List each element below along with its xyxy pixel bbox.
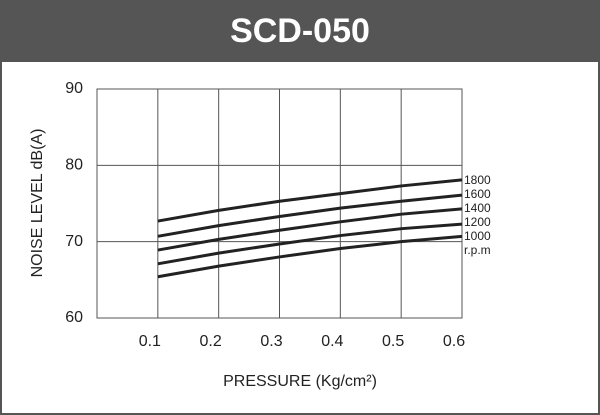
series-line — [157, 222, 463, 266]
y-tick-label: 80 — [65, 157, 83, 174]
header — [0, 0, 600, 62]
y-axis-label: NOISE LEVEL dB(A) — [29, 129, 46, 278]
legend-unit: r.p.m — [464, 243, 491, 257]
series-line — [157, 207, 463, 252]
x-tick-label: 0.2 — [200, 333, 222, 350]
legend-label: 1400 — [464, 201, 491, 215]
series-line — [157, 234, 463, 279]
legend-label: 1200 — [464, 215, 491, 229]
legend-label: 1800 — [464, 173, 491, 187]
legend-label: 1000 — [464, 229, 491, 243]
series-line — [157, 178, 463, 223]
x-tick-label: 0.5 — [382, 333, 404, 350]
y-tick-label: 60 — [65, 309, 83, 326]
legend-label: 1600 — [464, 187, 491, 201]
x-tick-label: 0.1 — [139, 333, 161, 350]
x-tick-label: 0.3 — [260, 333, 282, 350]
x-tick-label: 0.6 — [443, 333, 465, 350]
x-axis-label: PRESSURE (Kg/cm²) — [223, 373, 377, 390]
series-line — [157, 193, 463, 238]
x-tick-label: 0.4 — [321, 333, 343, 350]
y-tick-label: 70 — [65, 233, 83, 250]
chart-title: SCD-050 — [230, 12, 370, 50]
y-tick-label: 90 — [65, 80, 83, 97]
